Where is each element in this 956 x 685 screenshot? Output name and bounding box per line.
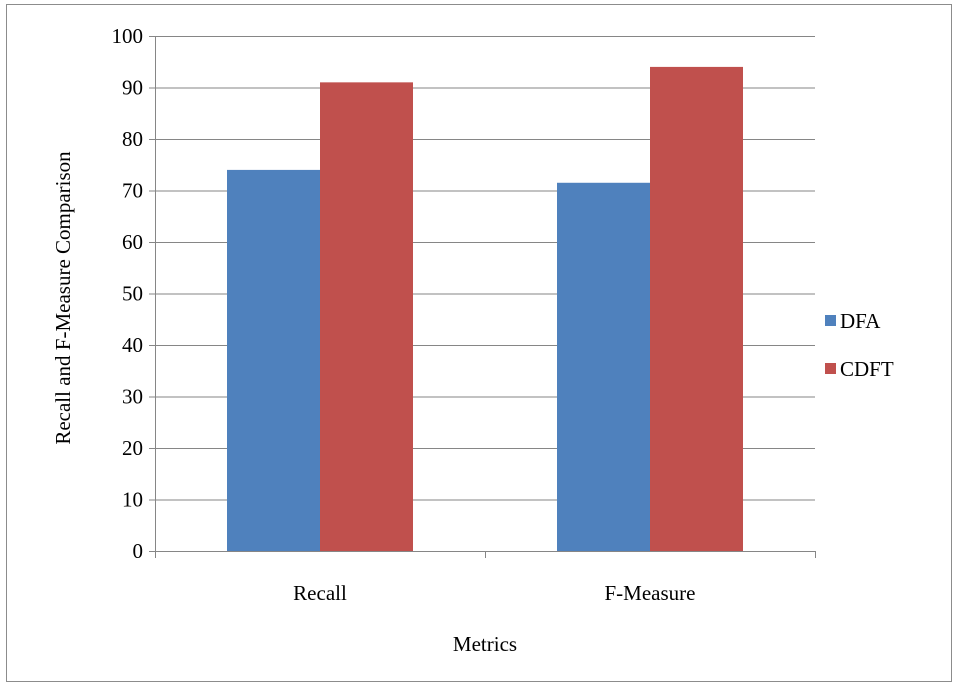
bar-dfa-f-measure <box>557 182 650 551</box>
bars <box>227 66 743 552</box>
y-tick-label: 60 <box>122 230 143 254</box>
y-tick-label: 90 <box>122 76 143 100</box>
axes <box>149 36 816 558</box>
legend-label-cdft: CDFT <box>840 357 894 381</box>
y-tick-label: 10 <box>122 488 143 512</box>
x-tick-label: F-Measure <box>605 581 696 605</box>
legend-label-dfa: DFA <box>840 309 881 333</box>
y-tick-label: 80 <box>122 127 143 151</box>
bar-cdft-f-measure <box>650 66 743 552</box>
bar-cdft-recall <box>320 82 413 551</box>
y-tick-label: 50 <box>122 282 143 306</box>
y-tick-label: 30 <box>122 385 143 409</box>
legend: DFA CDFT <box>825 309 894 381</box>
y-tick-label: 100 <box>112 24 144 48</box>
y-tick-label: 40 <box>122 333 143 357</box>
chart-frame <box>6 4 952 682</box>
y-tick-label: 20 <box>122 436 143 460</box>
y-tick-label: 70 <box>122 179 143 203</box>
bar-dfa-recall <box>227 169 320 551</box>
legend-swatch-cdft <box>825 363 836 374</box>
x-tick-label: Recall <box>293 581 347 605</box>
x-axis-title: Metrics <box>453 632 517 656</box>
x-tick-labels: Recall F-Measure <box>293 581 695 605</box>
legend-swatch-dfa <box>825 315 836 326</box>
y-axis-title: Recall and F-Measure Comparison <box>51 151 75 445</box>
y-tick-labels: 0 10 20 30 40 50 60 70 80 90 100 <box>112 24 144 563</box>
y-tick-label: 0 <box>133 539 144 563</box>
